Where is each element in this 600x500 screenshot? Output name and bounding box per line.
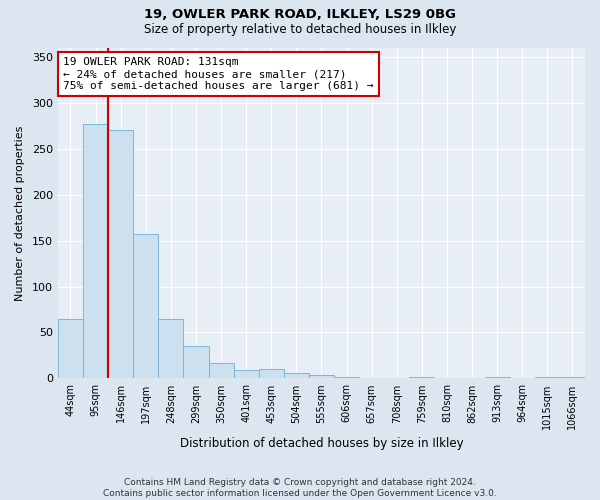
Bar: [133, 234, 158, 378]
Text: 19 OWLER PARK ROAD: 131sqm
← 24% of detached houses are smaller (217)
75% of sem: 19 OWLER PARK ROAD: 131sqm ← 24% of deta…: [63, 58, 374, 90]
Bar: [309, 375, 334, 378]
Bar: [284, 373, 309, 378]
Text: Contains HM Land Registry data © Crown copyright and database right 2024.
Contai: Contains HM Land Registry data © Crown c…: [103, 478, 497, 498]
Bar: [209, 363, 233, 378]
Bar: [485, 376, 510, 378]
X-axis label: Distribution of detached houses by size in Ilkley: Distribution of detached houses by size …: [179, 437, 463, 450]
Text: Size of property relative to detached houses in Ilkley: Size of property relative to detached ho…: [144, 22, 456, 36]
Bar: [108, 130, 133, 378]
Bar: [334, 376, 359, 378]
Bar: [184, 346, 209, 378]
Y-axis label: Number of detached properties: Number of detached properties: [15, 126, 25, 300]
Bar: [83, 124, 108, 378]
Text: 19, OWLER PARK ROAD, ILKLEY, LS29 0BG: 19, OWLER PARK ROAD, ILKLEY, LS29 0BG: [144, 8, 456, 20]
Bar: [560, 376, 585, 378]
Bar: [233, 370, 259, 378]
Bar: [158, 318, 184, 378]
Bar: [259, 369, 284, 378]
Bar: [535, 376, 560, 378]
Bar: [58, 318, 83, 378]
Bar: [409, 376, 434, 378]
